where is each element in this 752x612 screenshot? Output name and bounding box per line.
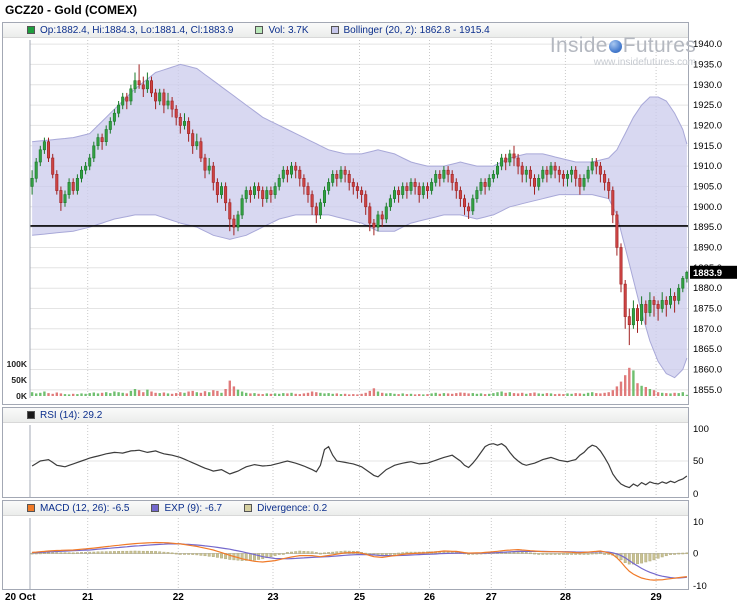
legend-divergence: Divergence: 0.2 — [244, 503, 327, 514]
ohlc-swatch-icon — [27, 26, 35, 34]
svg-text:1905.0: 1905.0 — [693, 182, 722, 193]
rsi-legend-text: RSI (14): 29.2 — [40, 409, 103, 421]
exp-swatch-icon — [151, 504, 160, 512]
svg-text:1900.0: 1900.0 — [693, 202, 722, 213]
x-axis-label: 28 — [559, 592, 571, 603]
ohlc-legend-text: Op:1882.4, Hi:1884.3, Lo:1881.4, Cl:1883… — [40, 24, 234, 36]
svg-text:0: 0 — [693, 489, 698, 499]
svg-text:-10: -10 — [693, 581, 707, 591]
rsi-legend: RSI (14): 29.2 — [3, 408, 688, 423]
candles — [30, 64, 689, 346]
divergence-legend-text: Divergence: 0.2 — [257, 502, 328, 514]
macd-legend: MACD (12, 26): -6.5 EXP (9): -6.7 Diverg… — [3, 501, 688, 516]
svg-text:1915.0: 1915.0 — [693, 141, 722, 152]
bollinger-legend-text: Bollinger (20, 2): 1862.8 - 1915.4 — [343, 24, 490, 36]
x-axis-label: 22 — [172, 592, 184, 603]
svg-text:1855.0: 1855.0 — [693, 385, 722, 396]
x-axis-label: 25 — [353, 592, 366, 603]
volume-swatch-icon — [255, 26, 264, 34]
svg-text:1875.0: 1875.0 — [693, 304, 722, 315]
last-price-badge: 1883.9 — [690, 265, 737, 279]
rsi-line — [31, 443, 688, 489]
svg-text:100K: 100K — [7, 359, 28, 369]
x-axis-label: 27 — [485, 592, 497, 603]
svg-text:1870.0: 1870.0 — [693, 324, 722, 335]
svg-text:1890.0: 1890.0 — [693, 243, 722, 254]
volume-legend-text: Vol: 3.7K — [268, 24, 309, 36]
exp-legend-text: EXP (9): -6.7 — [164, 502, 223, 514]
x-axis-label: 23 — [267, 592, 279, 603]
svg-text:10: 10 — [693, 517, 704, 528]
page-title: GCZ20 - Gold (COMEX) — [5, 3, 137, 17]
macd-line — [32, 541, 687, 581]
svg-text:1920.0: 1920.0 — [693, 120, 722, 131]
legend-macd: MACD (12, 26): -6.5 — [27, 503, 129, 514]
main-chart-legend: Op:1882.4, Hi:1884.3, Lo:1881.4, Cl:1883… — [3, 23, 688, 38]
macd-swatch-icon — [27, 504, 35, 512]
svg-text:50K: 50K — [11, 375, 27, 385]
legend-rsi: RSI (14): 29.2 — [27, 410, 102, 421]
volume-bars — [30, 367, 689, 396]
rsi-panel: RSI (14): 29.2 100 50 0 — [2, 407, 750, 499]
main-plot: 1855.01860.01865.01870.01875.01880.01885… — [7, 39, 737, 401]
x-axis-labels: 20 Oct 21 22 23 25 26 27 28 29 — [2, 591, 750, 607]
bollinger-swatch-icon — [330, 26, 339, 34]
svg-text:1930.0: 1930.0 — [693, 80, 722, 91]
svg-text:1895.0: 1895.0 — [693, 222, 722, 233]
legend-bollinger: Bollinger (20, 2): 1862.8 - 1915.4 — [330, 24, 490, 36]
svg-text:100: 100 — [693, 424, 709, 435]
x-axis-label: 21 — [82, 592, 94, 603]
legend-exp: EXP (9): -6.7 — [151, 503, 222, 514]
exp-line — [32, 543, 687, 579]
x-axis-label: 20 Oct — [5, 592, 36, 603]
x-axis-label: 29 — [650, 592, 662, 603]
legend-ohlc: Op:1882.4, Hi:1884.3, Lo:1881.4, Cl:1883… — [27, 25, 233, 36]
svg-text:0: 0 — [693, 549, 698, 560]
macd-legend-text: MACD (12, 26): -6.5 — [40, 502, 130, 514]
svg-text:50: 50 — [693, 456, 704, 467]
macd-plot: 10 0 -10 — [29, 517, 707, 591]
svg-text:1880.0: 1880.0 — [693, 283, 722, 294]
divergence-swatch-icon — [244, 504, 253, 512]
svg-text:1865.0: 1865.0 — [693, 344, 722, 355]
svg-text:1860.0: 1860.0 — [693, 365, 722, 376]
svg-text:1935.0: 1935.0 — [693, 59, 722, 70]
svg-text:0K: 0K — [16, 391, 28, 401]
rsi-plot: 100 50 0 — [29, 424, 709, 499]
price-panel: Op:1882.4, Hi:1884.3, Lo:1881.4, Cl:1883… — [2, 22, 750, 405]
rsi-swatch-icon — [27, 411, 35, 419]
x-axis-label: 26 — [423, 592, 436, 603]
svg-text:1910.0: 1910.0 — [693, 161, 722, 172]
svg-text:1883.9: 1883.9 — [693, 268, 722, 279]
macd-panel: MACD (12, 26): -6.5 EXP (9): -6.7 Diverg… — [2, 500, 750, 591]
legend-volume: Vol: 3.7K — [255, 24, 309, 36]
svg-text:1925.0: 1925.0 — [693, 100, 722, 111]
svg-text:1940.0: 1940.0 — [693, 39, 722, 50]
